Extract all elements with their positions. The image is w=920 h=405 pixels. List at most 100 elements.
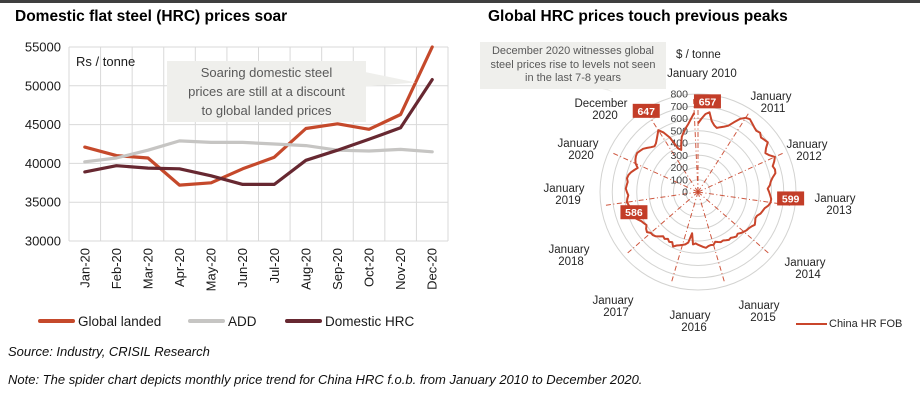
spoke-label: January 2010 — [667, 68, 737, 80]
spoke-label: January — [593, 295, 634, 307]
plot-gridlines — [68, 46, 449, 242]
r-tick-label: 300 — [670, 150, 688, 162]
r-tick-label: 400 — [670, 138, 688, 150]
left-chart-title: Domestic flat steel (HRC) prices soar — [15, 8, 288, 25]
spoke-labels: January 2010January2011January2012Januar… — [544, 68, 856, 334]
spoke-label: January — [544, 183, 585, 195]
spoke-label: 2020 — [568, 150, 594, 162]
x-tick-label: Jan-20 — [77, 248, 92, 288]
legend-label: ADD — [228, 313, 257, 329]
r-tick-label: 0 — [682, 187, 688, 199]
point-value-labels: 657 647 599 586 — [620, 94, 805, 220]
left-chart-annotation: Soaring domestic steel prices are still … — [167, 61, 366, 122]
x-tick-label: Nov-20 — [393, 248, 408, 290]
spoke-label: 2017 — [603, 307, 629, 319]
spoke-label: 2011 — [761, 103, 786, 115]
series-line-domestic-hrc — [83, 77, 434, 186]
spoke-label: January — [739, 300, 780, 312]
spoke-label: January — [670, 310, 711, 322]
x-tick-label: Sep-20 — [330, 248, 345, 290]
r-tick-label: 600 — [670, 113, 688, 125]
right-chart-unit-label: $ / tonne — [676, 49, 721, 61]
y-tick-label: 40000 — [25, 156, 61, 171]
annotation-line: steel prices rise to levels not seen — [490, 58, 656, 71]
series-line-add — [83, 139, 434, 164]
legend-label: Global landed — [78, 313, 162, 329]
x-tick-label: May-20 — [204, 248, 219, 291]
domestic-hrc-line-chart: 30000 35000 40000 45000 50000 55000 Jan-20 Feb-… — [25, 40, 449, 291]
y-tick-label: 30000 — [25, 234, 61, 249]
spoke-label: 2019 — [555, 195, 581, 207]
source-line: Source: Industry, CRISIL Research — [8, 344, 210, 359]
x-axis: Jan-20 Feb-20 Mar-20 Apr-20 May-20 Jun-20 Jul-… — [77, 248, 439, 291]
value-label-text: 657 — [699, 96, 717, 108]
value-label-text: 586 — [625, 207, 643, 219]
r-tick-label: 700 — [670, 101, 688, 113]
annotation-pointer — [365, 72, 416, 87]
spoke-label: January — [785, 257, 826, 269]
x-tick-label: Feb-20 — [109, 248, 124, 289]
spoke-label: December — [574, 98, 627, 110]
r-tick-label: 200 — [670, 162, 688, 174]
annotation-line: prices are still at a discount — [188, 84, 345, 99]
legend-item-add: ADD — [188, 313, 257, 329]
spoke-label: 2012 — [796, 151, 822, 163]
spoke-label: 2013 — [826, 205, 852, 217]
annotation-line: to global landed prices — [201, 103, 332, 118]
spoke-label: 2016 — [681, 322, 707, 334]
global-landed-line-swatch — [38, 319, 75, 323]
y-axis: 30000 35000 40000 45000 50000 55000 — [25, 40, 61, 249]
x-tick-label: Jul-20 — [267, 248, 282, 283]
left-chart-panel: Domestic flat steel (HRC) prices soar 30… — [0, 0, 462, 345]
spoke-label: January — [815, 193, 856, 205]
x-tick-label: Jun-20 — [235, 248, 250, 288]
annotation-line: in the last 7-8 years — [525, 72, 621, 85]
x-tick-label: Apr-20 — [172, 248, 187, 287]
y-tick-label: 50000 — [25, 78, 61, 93]
series-line-global-landed — [83, 45, 434, 187]
legend-item-domestic-hrc: Domestic HRC — [285, 313, 414, 329]
radar-spokes — [603, 96, 793, 284]
top-border — [0, 0, 920, 3]
right-chart-panel: Global HRC prices touch previous peaks 0… — [462, 0, 920, 345]
right-chart-title: Global HRC prices touch previous peaks — [488, 8, 788, 25]
domestic-hrc-line-swatch — [285, 319, 322, 323]
spoke-label: January — [787, 139, 828, 151]
x-tick-label: Mar-20 — [140, 248, 155, 289]
right-chart-annotation: December 2020 witnesses global steel pri… — [480, 42, 666, 89]
legend-label: China HR FOB — [829, 318, 903, 330]
spoke-label: 2020 — [592, 110, 618, 122]
y-tick-label: 35000 — [25, 195, 61, 210]
value-label-text: 599 — [782, 193, 800, 205]
y-tick-label: 45000 — [25, 117, 61, 132]
left-chart-unit-label: Rs / tonne — [76, 54, 136, 69]
value-label-box — [620, 205, 648, 220]
note-line: Note: The spider chart depicts monthly p… — [8, 372, 643, 387]
series-line-china-hr-fob — [624, 111, 777, 249]
y-tick-label: 55000 — [25, 40, 61, 55]
spoke-label: 2018 — [558, 256, 584, 268]
legend-item-china-hr-fob: China HR FOB — [796, 317, 902, 331]
add-line-swatch — [188, 319, 225, 323]
spoke-label: January — [751, 91, 792, 103]
annotation-line: Soaring domestic steel — [200, 65, 333, 80]
value-label-box — [693, 94, 721, 109]
annotation-line: December 2020 witnesses global — [491, 45, 655, 57]
china-hr-fob-line-swatch — [796, 322, 827, 326]
legend-item-global-landed: Global landed — [38, 313, 161, 329]
spoke-label: 2015 — [750, 312, 776, 324]
value-label-box — [632, 103, 660, 118]
x-tick-label: Oct-20 — [362, 248, 377, 287]
x-tick-label: Aug-20 — [298, 248, 313, 290]
spoke-label: January — [549, 244, 590, 256]
value-label-text: 647 — [637, 106, 655, 118]
spoke-label: 2014 — [795, 269, 821, 281]
x-tick-label: Dec-20 — [425, 248, 440, 290]
r-tick-label: 800 — [670, 89, 688, 101]
legend-label: Domestic HRC — [325, 313, 415, 329]
value-label-box — [777, 191, 805, 206]
r-tick-label: 100 — [670, 174, 688, 186]
